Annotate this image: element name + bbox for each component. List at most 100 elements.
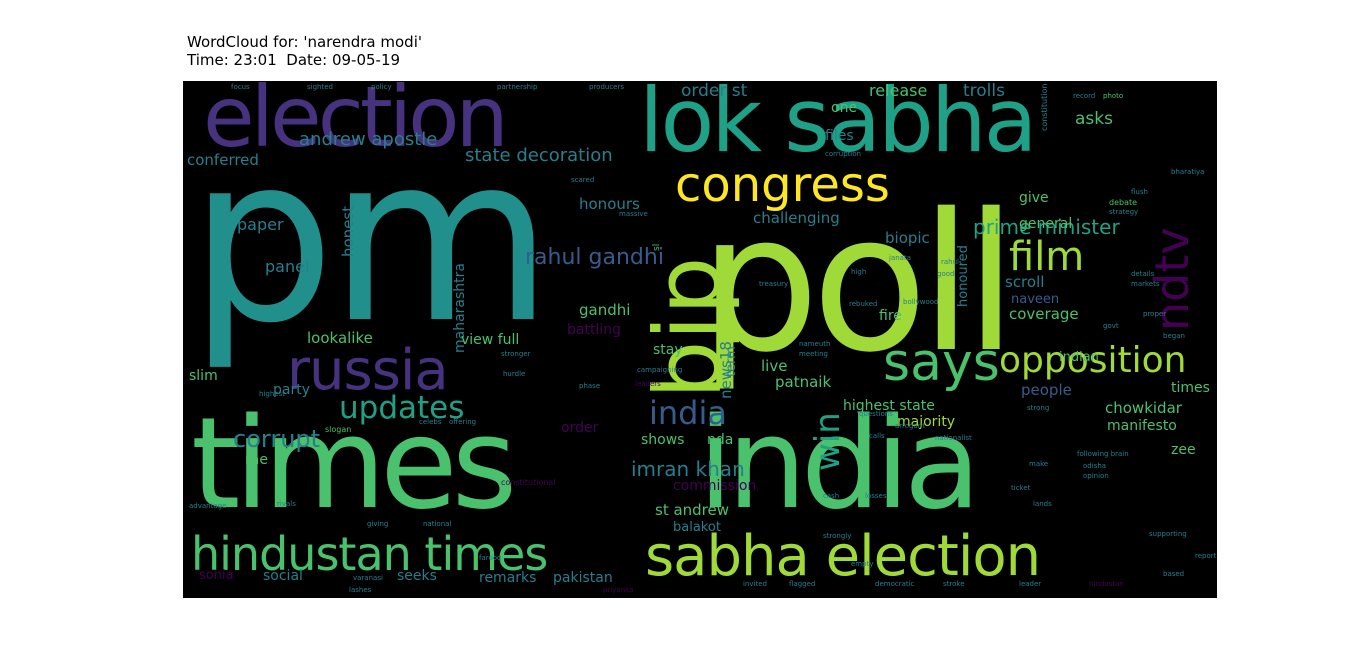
word-based: based (1163, 570, 1185, 578)
word-proper: proper (1143, 310, 1167, 318)
word-shows: shows (641, 432, 685, 448)
word-pm: pm (189, 107, 553, 374)
word-advantage: advantage (189, 502, 227, 510)
word-giving: giving (367, 520, 389, 528)
word-says: says (883, 333, 1000, 393)
word-massive: massive (619, 210, 648, 218)
word-national: national (423, 520, 452, 528)
word-trolls: trolls (963, 81, 1005, 101)
word-opinion: opinion (1083, 472, 1109, 480)
word-slogan: slogan (325, 425, 352, 434)
word-honoured: honoured (956, 245, 971, 307)
word-give: give (1019, 190, 1049, 206)
title-line-query: WordCloud for: 'narendra modi' (187, 33, 422, 51)
word-conferred: conferred (187, 151, 259, 169)
word-files: files (825, 128, 854, 144)
word-focus: focus (231, 83, 250, 91)
word-order-st: order st (681, 81, 748, 101)
word-asks: asks (1075, 109, 1113, 129)
word-constitutional: constitutional (501, 478, 556, 487)
word-photo: photo (1103, 92, 1124, 100)
word-pakistan: pakistan (553, 570, 613, 586)
word-empty: empty (851, 560, 874, 568)
word-times-small: times (1171, 380, 1210, 396)
word-bharatiya: bharatiya (1171, 168, 1205, 176)
word-challenging: challenging (753, 209, 840, 227)
word-nda: nda (707, 432, 734, 448)
word-biopic: biopic (885, 229, 930, 247)
word-battling: battling (567, 322, 621, 338)
word-nationalist: nationalist (935, 434, 972, 442)
word-st-andrew: st andrew (655, 501, 730, 519)
word-india: india (698, 390, 981, 537)
word-release: release (869, 81, 928, 100)
word-rae: rae (245, 452, 268, 468)
word-sonia: sonia (199, 568, 234, 583)
word-debate: debate (1109, 198, 1138, 207)
word-democratic: democratic (875, 580, 915, 588)
word-strategy: strategy (1109, 208, 1139, 216)
word-markets: markets (1131, 280, 1160, 288)
word-imran-khan: imran khan (631, 457, 745, 481)
word-high: high (851, 268, 867, 276)
word-govt: govt (1103, 322, 1119, 330)
word-arrogant: arrogant (895, 422, 925, 430)
word-rahul: rahul (941, 258, 959, 266)
word-coverage: coverage (1009, 305, 1079, 323)
word-lok-sabha: lok sabha (639, 81, 1038, 172)
word-leaders: leaders (635, 380, 661, 388)
word-paper: paper (237, 215, 284, 234)
word-people: people (1021, 381, 1072, 399)
word-janata: janata (889, 254, 911, 262)
word-ticket: ticket (1011, 484, 1031, 492)
word-rebuked: rebuked (849, 300, 878, 308)
word-panel: panel (265, 257, 310, 276)
word-hurdle: hurdle (503, 370, 526, 378)
word-stay: stay (653, 342, 683, 358)
word-social: social (263, 568, 303, 584)
word-cash: cash (823, 492, 840, 500)
word-order: order (561, 420, 599, 436)
word-rivals: rivals (277, 500, 296, 508)
word-constitution: constitution (1040, 83, 1049, 131)
word-strong: strong (1027, 404, 1050, 412)
word-losses: losses (865, 492, 887, 500)
word-updates: updates (339, 390, 465, 426)
word-questions: questions (859, 410, 893, 418)
word-naveen: naveen (1011, 292, 1060, 307)
word-commission: commission (673, 478, 757, 494)
word-opposition: opposition (999, 340, 1187, 381)
word-producers: producers (589, 83, 625, 91)
word-calls: calls (869, 432, 885, 440)
word-honours: honours (579, 195, 640, 213)
word-scroll: scroll (1005, 273, 1045, 291)
word-celebs: celebs (419, 418, 442, 426)
word-policy: policy (371, 83, 392, 91)
word-live: live (761, 357, 788, 375)
word-state-decoration: state decoration (465, 145, 613, 166)
word-prime-minister: prime minister (973, 215, 1120, 239)
word-strongly: strongly (823, 532, 852, 540)
title-line-timestamp: Time: 23:01 Date: 09-05-19 (187, 51, 401, 69)
word-gandhi: gandhi (579, 301, 631, 319)
word-russia: russia (287, 338, 449, 403)
word-hindustan: hindustan (1089, 580, 1124, 588)
word-film: film (1009, 234, 1085, 280)
word-good: good (937, 270, 955, 278)
word-view-full: view full (461, 332, 520, 348)
word-hindustan-times: hindustan times (191, 527, 548, 581)
word-farooq: farooq (479, 554, 502, 562)
word-win: win (808, 412, 848, 471)
word-sl: sl (652, 243, 662, 251)
word-phase: phase (579, 382, 601, 390)
word-party: party (273, 382, 310, 398)
wordcloud-canvas: pm poll times india lok sabha election b… (183, 81, 1217, 598)
word-manifesto: manifesto (1107, 418, 1177, 434)
word-record: record (1073, 92, 1096, 100)
word-remarks: remarks (479, 570, 537, 586)
word-meeting: meeting (799, 350, 829, 358)
word-following-brain: following brain (1077, 450, 1129, 458)
word-seeks: seeks (397, 568, 437, 584)
word-lashes: lashes (349, 586, 372, 594)
word-honest: honest (339, 205, 357, 257)
